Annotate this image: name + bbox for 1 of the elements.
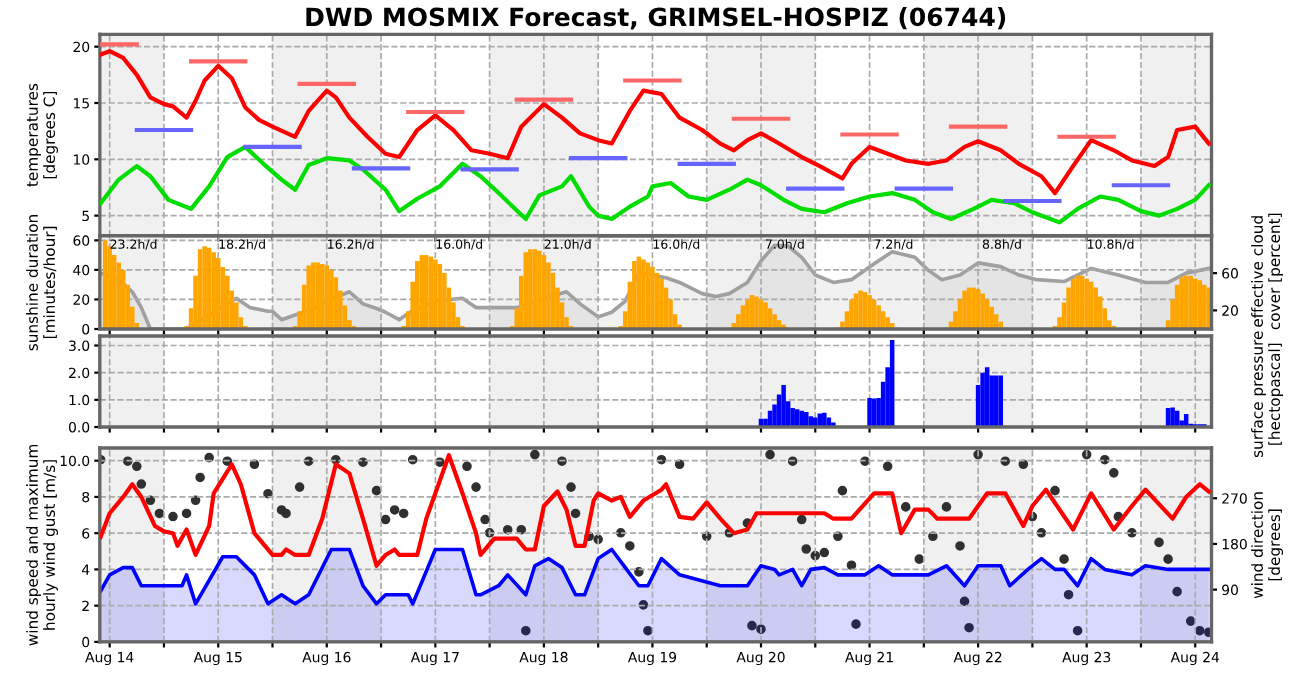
chart-title: DWD MOSMIX Forecast, GRIMSEL-HOSPIZ (06744) (306, 7, 1006, 30)
